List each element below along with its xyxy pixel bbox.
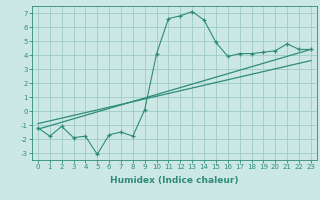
X-axis label: Humidex (Indice chaleur): Humidex (Indice chaleur) <box>110 176 239 185</box>
